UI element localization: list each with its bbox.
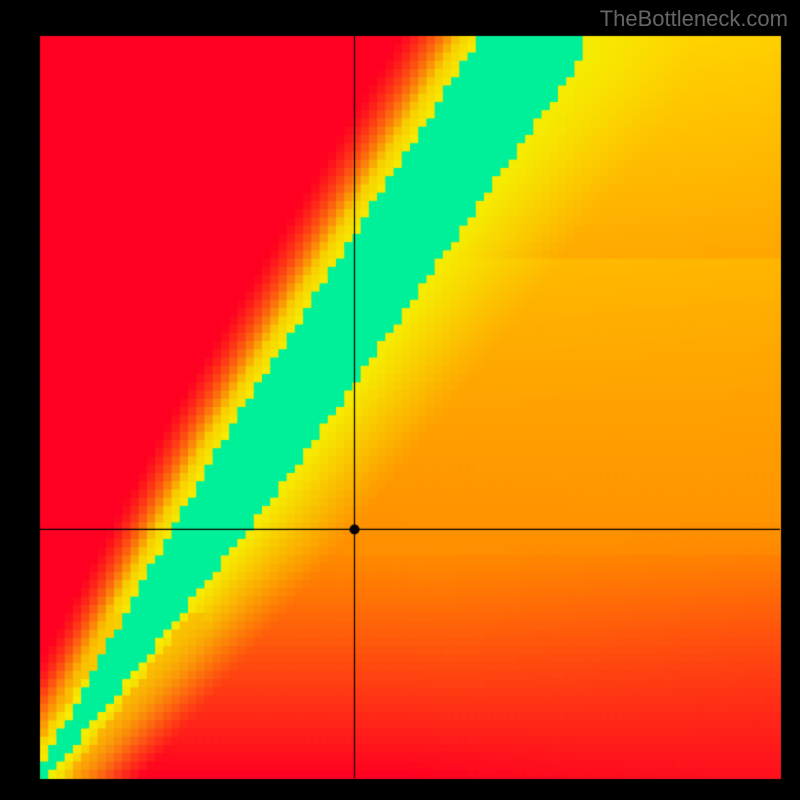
watermark-text: TheBottleneck.com — [600, 6, 788, 32]
chart-container: TheBottleneck.com — [0, 0, 800, 800]
heatmap-canvas — [0, 0, 800, 800]
